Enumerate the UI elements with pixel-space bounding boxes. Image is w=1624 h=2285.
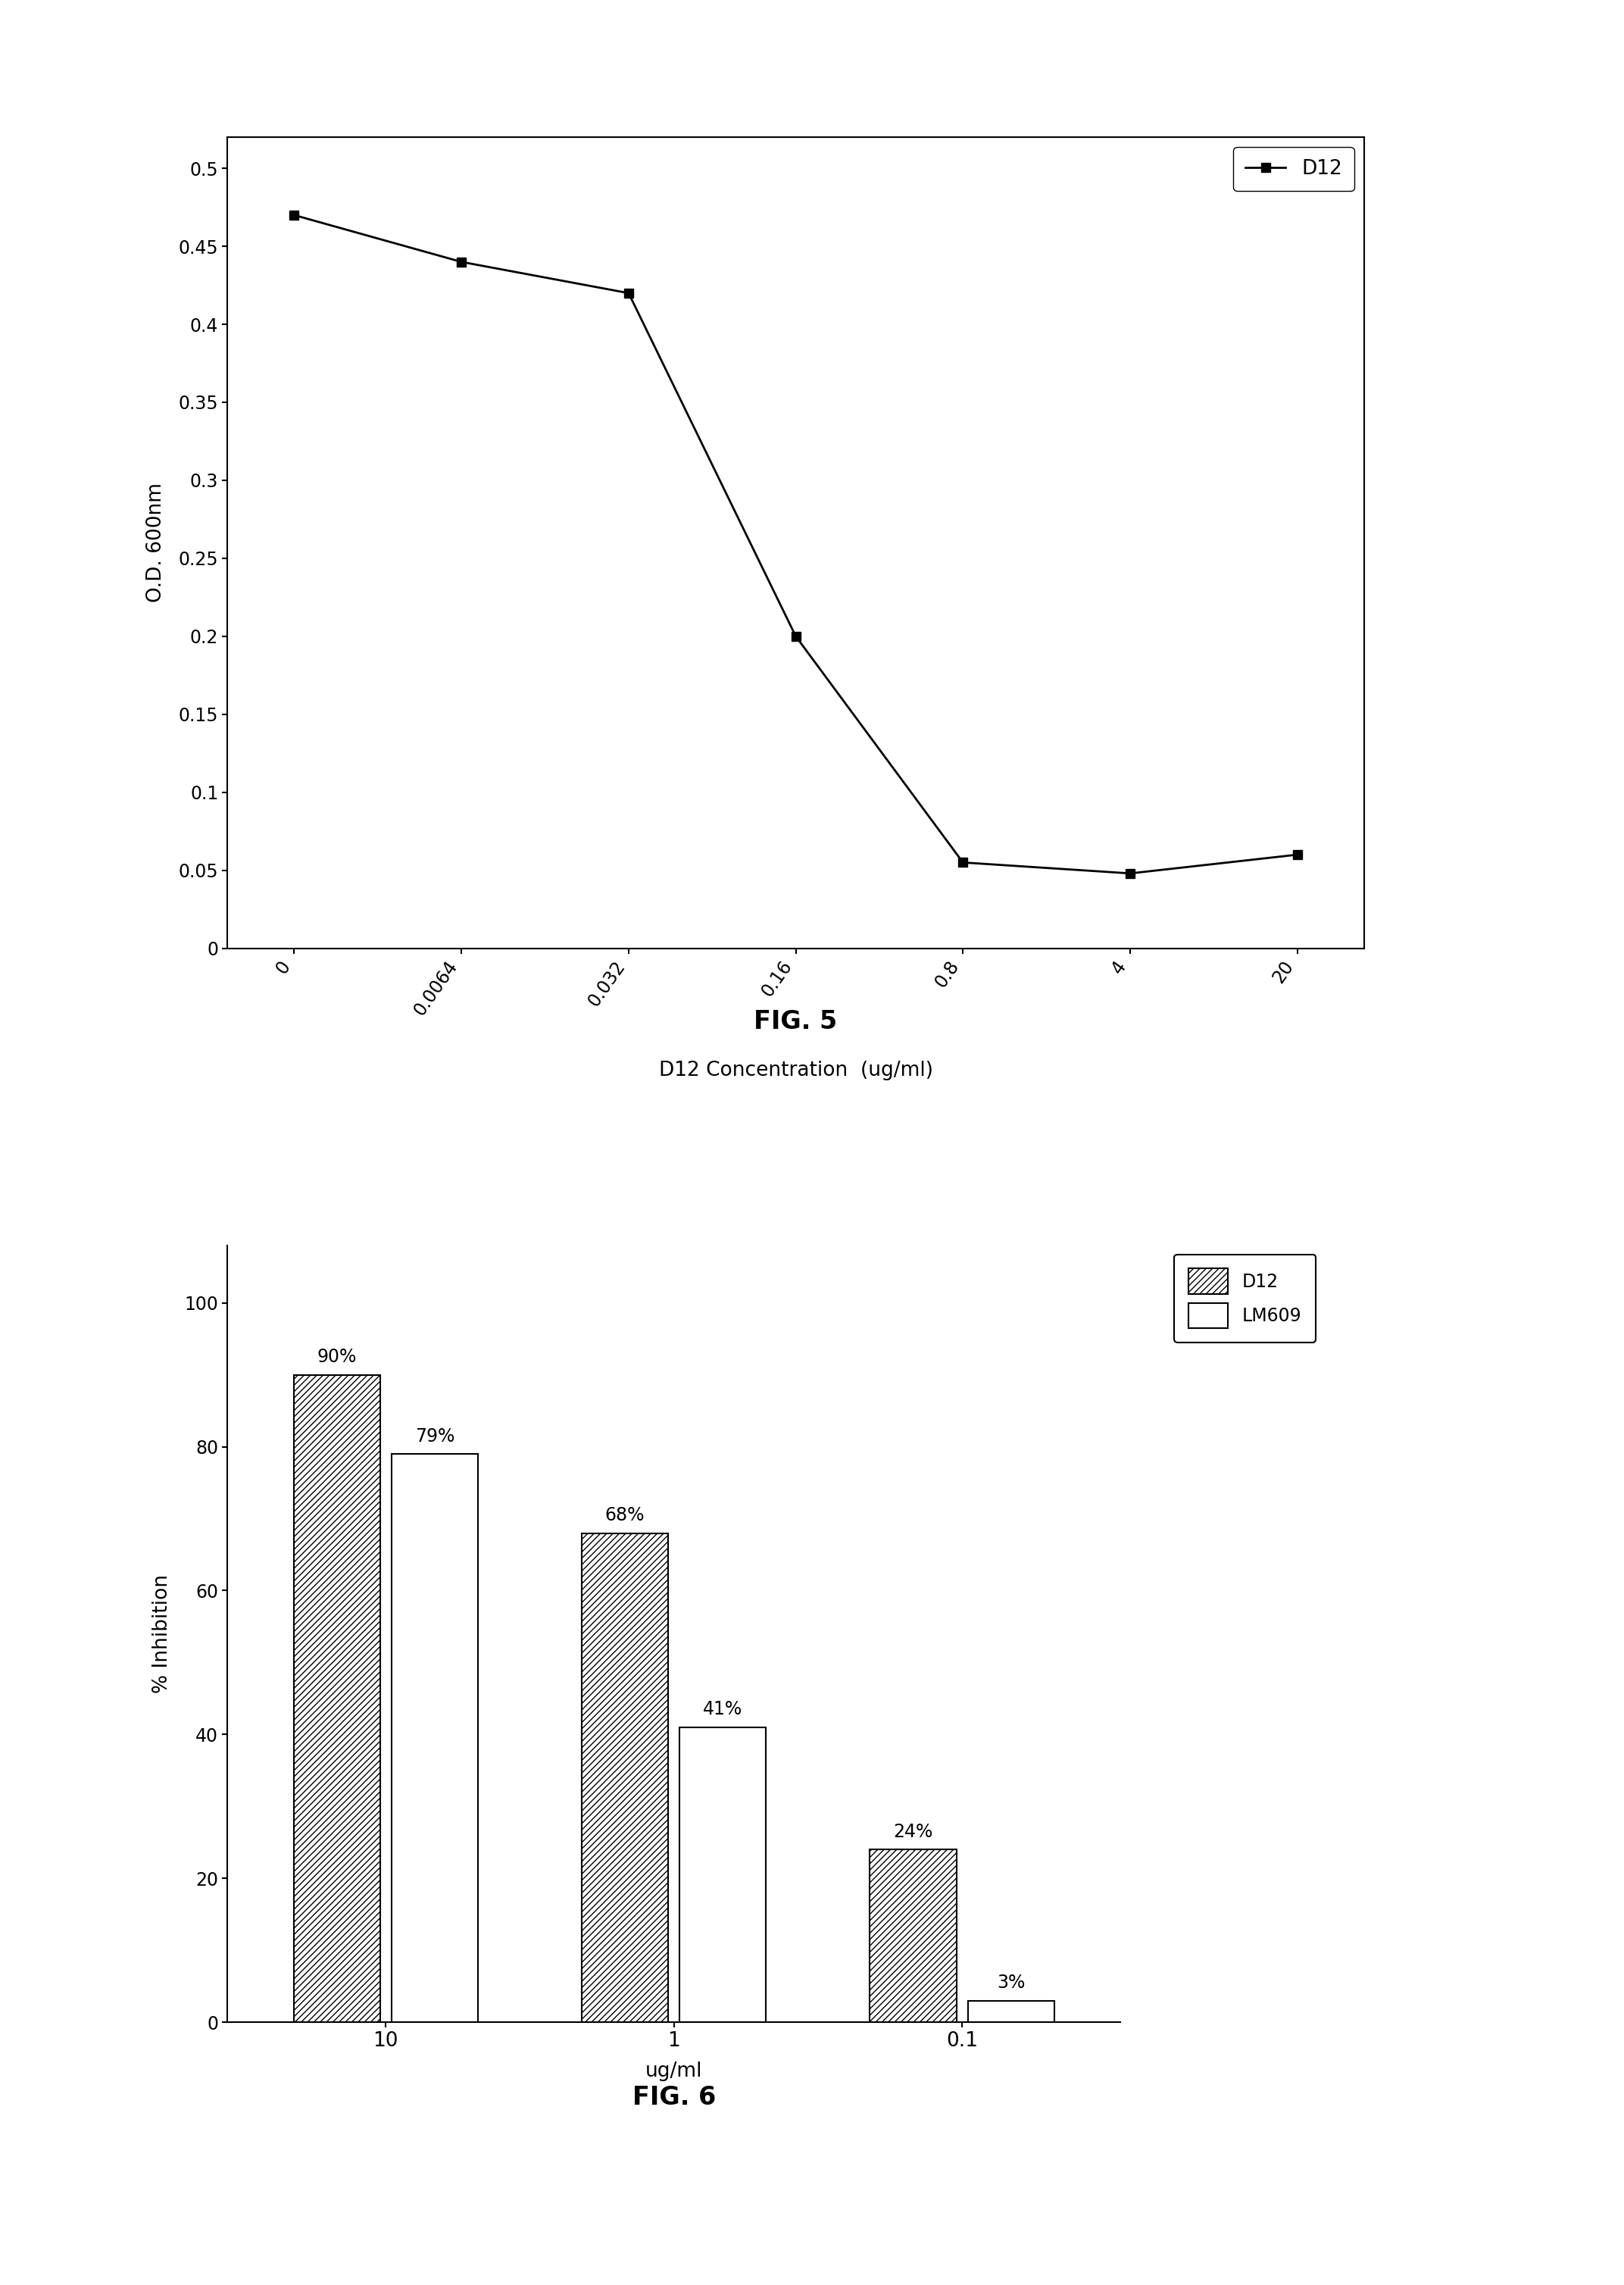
Text: 3%: 3%: [997, 1974, 1025, 1993]
X-axis label: ug/ml: ug/ml: [645, 2061, 703, 2082]
Bar: [680, 1727, 767, 2022]
Text: 90%: 90%: [317, 1348, 357, 1366]
Legend: D12, LM609: D12, LM609: [1174, 1254, 1315, 1344]
Text: 24%: 24%: [893, 1823, 932, 1842]
Bar: [391, 1453, 477, 2022]
Bar: [968, 2002, 1054, 2022]
Y-axis label: % Inhibition: % Inhibition: [153, 1574, 172, 1693]
Bar: [870, 1849, 957, 2022]
Text: FIG. 6: FIG. 6: [632, 2086, 716, 2109]
Y-axis label: O.D. 600nm: O.D. 600nm: [146, 482, 166, 603]
Text: 68%: 68%: [606, 1506, 645, 1524]
Bar: [581, 1533, 667, 2022]
X-axis label: D12 Concentration  (ug/ml): D12 Concentration (ug/ml): [659, 1060, 932, 1081]
Text: 41%: 41%: [703, 1700, 742, 1718]
Text: FIG. 5: FIG. 5: [754, 1010, 838, 1033]
Text: 79%: 79%: [416, 1428, 455, 1446]
Legend: D12: D12: [1234, 146, 1354, 190]
Bar: [294, 1376, 380, 2022]
